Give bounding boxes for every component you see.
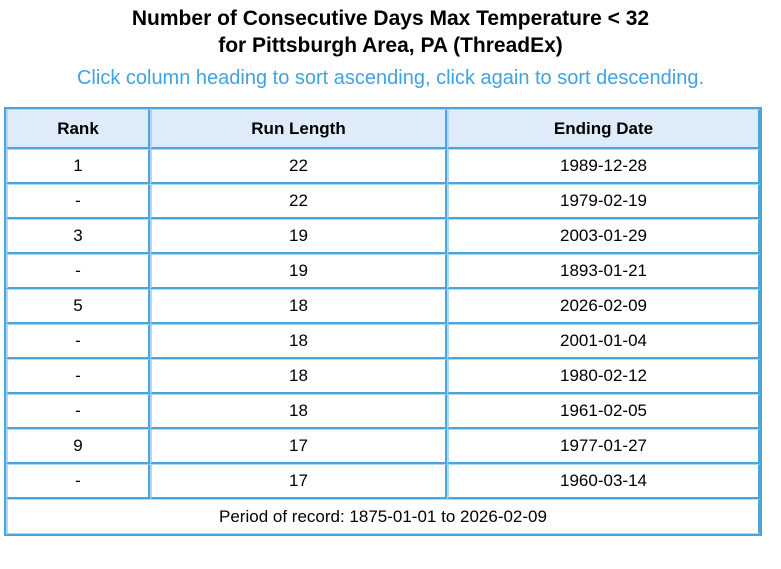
table-row: -17 1960-03-14 — [6, 464, 760, 499]
cell-ending-date: 1979-02-19 — [447, 184, 760, 219]
table-row: -18 2001-01-04 — [6, 324, 760, 359]
cell-ending-date: 1980-02-12 — [447, 359, 760, 394]
cell-run-length: 19 — [150, 254, 447, 289]
header-row: Rank Run Length Ending Date — [6, 109, 760, 149]
records-table: Rank Run Length Ending Date 1 22 1989-12-2… — [4, 107, 762, 536]
cell-rank: - — [6, 464, 150, 499]
cell-rank: 5 — [6, 289, 150, 324]
sort-instructions: Click column heading to sort ascending, … — [76, 67, 704, 89]
table-row: -18 1961-02-05 — [6, 394, 760, 429]
cell-ending-date: 1989-12-28 — [447, 149, 760, 184]
column-header-rank[interactable]: Rank — [6, 109, 150, 149]
cell-ending-date: 1893-01-21 — [447, 254, 760, 289]
cell-rank: - — [6, 359, 150, 394]
cell-run-length: 19 — [150, 219, 447, 254]
table-row: 9 17 1977-01-27 — [6, 429, 760, 464]
cell-run-length: 18 — [150, 324, 447, 359]
cell-ending-date: 1977-01-27 — [447, 429, 760, 464]
cell-rank: - — [6, 324, 150, 359]
page-title-line2: for Pittsburgh Area, PA (ThreadEx) — [218, 34, 563, 57]
cell-rank: 3 — [6, 219, 150, 254]
cell-ending-date: 2001-01-04 — [447, 324, 760, 359]
cell-run-length: 22 — [150, 149, 447, 184]
table-row: -19 1893-01-21 — [6, 254, 760, 289]
cell-rank: - — [6, 394, 150, 429]
page-title: Number of Consecutive Days Max Temperatu… — [0, 5, 781, 59]
cell-run-length: 22 — [150, 184, 447, 219]
cell-rank: 1 — [6, 149, 150, 184]
cell-ending-date: 1960-03-14 — [447, 464, 760, 499]
cell-rank: 9 — [6, 429, 150, 464]
cell-run-length: 17 — [150, 464, 447, 499]
table-body: 1 22 1989-12-28-22 1979-02-19 3 19 2003-01-29-… — [6, 149, 760, 499]
table-row: 1 22 1989-12-28 — [6, 149, 760, 184]
cell-run-length: 17 — [150, 429, 447, 464]
cell-ending-date: 2026-02-09 — [447, 289, 760, 324]
table-row: -18 1980-02-12 — [6, 359, 760, 394]
page-title-line1: Number of Consecutive Days Max Temperatu… — [131, 7, 650, 30]
column-header-run-length[interactable]: Run Length — [150, 109, 447, 149]
cell-rank: - — [6, 184, 150, 219]
table-row: -22 1979-02-19 — [6, 184, 760, 219]
table-row: 3 19 2003-01-29 — [6, 219, 760, 254]
footer-row: Period of record: 1875-01-01 to 2026-02-… — [6, 499, 760, 534]
cell-ending-date: 2003-01-29 — [447, 219, 760, 254]
cell-rank: - — [6, 254, 150, 289]
period-of-record: Period of record: 1875-01-01 to 2026-02-… — [6, 499, 760, 534]
cell-run-length: 18 — [150, 289, 447, 324]
cell-run-length: 18 — [150, 394, 447, 429]
cell-ending-date: 1961-02-05 — [447, 394, 760, 429]
column-header-ending-date[interactable]: Ending Date — [447, 109, 760, 149]
table-row: 5 18 2026-02-09 — [6, 289, 760, 324]
cell-run-length: 18 — [150, 359, 447, 394]
